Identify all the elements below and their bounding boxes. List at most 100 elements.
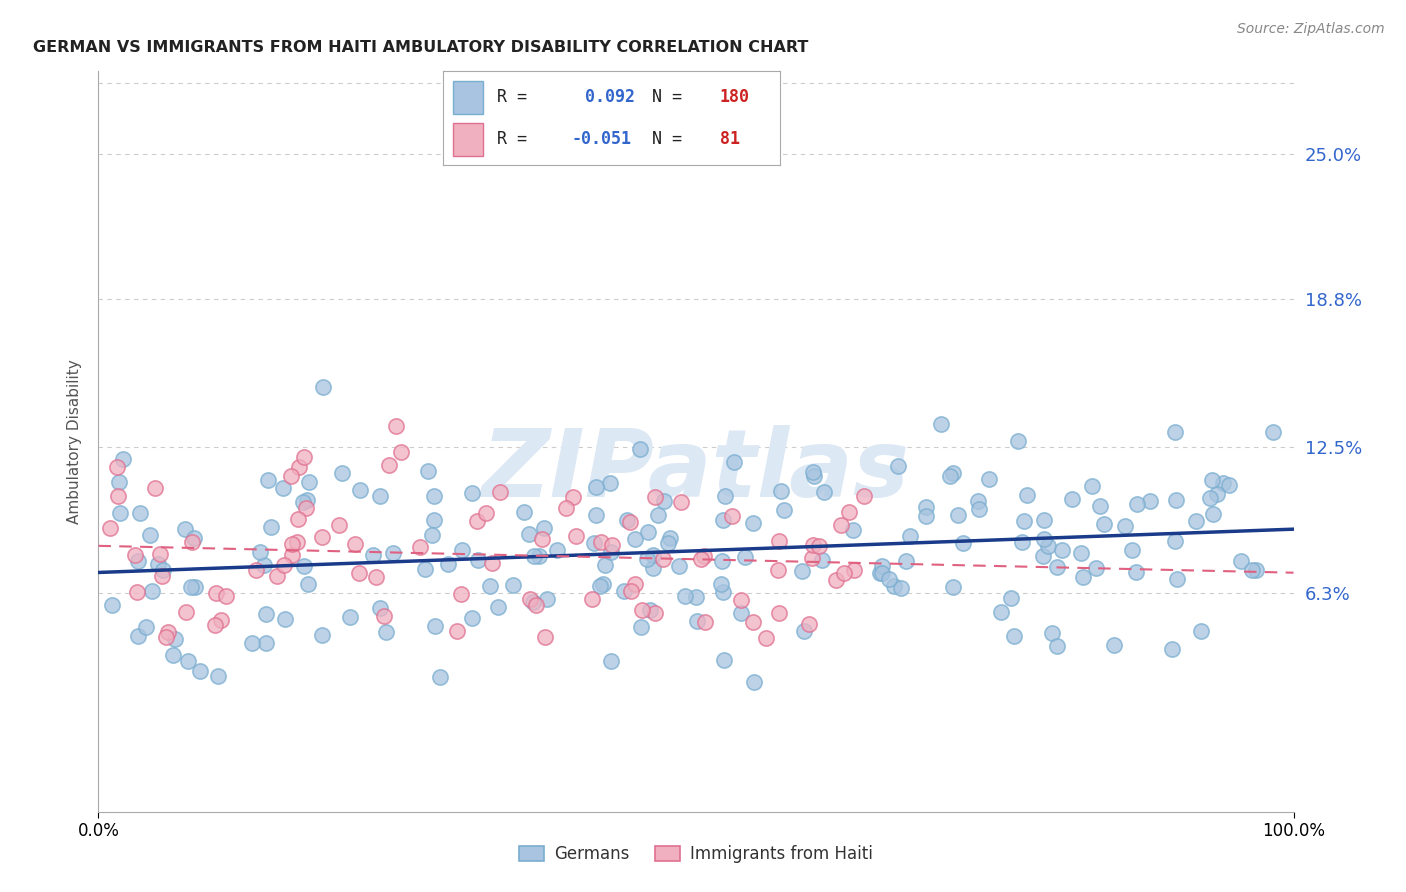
Immigrants from Haiti: [692, 549, 714, 564]
Germans: [870, 558, 893, 573]
Immigrants from Haiti: [631, 603, 654, 617]
Immigrants from Haiti: [107, 489, 129, 503]
Immigrants from Haiti: [755, 631, 778, 645]
Immigrants from Haiti: [852, 489, 875, 503]
Immigrants from Haiti: [366, 569, 388, 583]
Germans: [188, 664, 211, 678]
Immigrants from Haiti: [149, 547, 172, 561]
Immigrants from Haiti: [519, 592, 541, 607]
Germans: [713, 653, 735, 667]
Immigrants from Haiti: [181, 535, 204, 549]
Immigrants from Haiti: [467, 514, 489, 528]
Immigrants from Haiti: [624, 576, 647, 591]
Immigrants from Haiti: [619, 515, 641, 529]
Germans: [1052, 543, 1074, 558]
Text: R =: R =: [496, 88, 527, 106]
Text: Source: ZipAtlas.com: Source: ZipAtlas.com: [1237, 22, 1385, 37]
Immigrants from Haiti: [292, 450, 315, 464]
Immigrants from Haiti: [384, 418, 406, 433]
Germans: [111, 452, 134, 467]
Germans: [423, 489, 446, 503]
Germans: [1040, 625, 1063, 640]
Immigrants from Haiti: [450, 587, 472, 601]
Germans: [297, 577, 319, 591]
Germans: [184, 580, 207, 594]
Germans: [803, 469, 825, 483]
Immigrants from Haiti: [801, 538, 824, 552]
Germans: [240, 636, 263, 650]
Germans: [1011, 534, 1033, 549]
Immigrants from Haiti: [830, 518, 852, 533]
Germans: [599, 476, 621, 491]
Immigrants from Haiti: [157, 625, 180, 640]
Germans: [128, 506, 150, 520]
Immigrants from Haiti: [204, 618, 226, 632]
Immigrants from Haiti: [489, 485, 512, 500]
Immigrants from Haiti: [100, 521, 122, 535]
Immigrants from Haiti: [209, 613, 232, 627]
Germans: [990, 605, 1012, 619]
Immigrants from Haiti: [671, 495, 693, 509]
Germans: [1125, 565, 1147, 579]
Germans: [710, 576, 733, 591]
Germans: [1184, 514, 1206, 528]
Germans: [793, 624, 815, 638]
Immigrants from Haiti: [281, 537, 304, 551]
Germans: [685, 590, 707, 604]
Text: N =: N =: [652, 130, 682, 148]
Germans: [652, 494, 675, 508]
Germans: [152, 563, 174, 577]
Text: N =: N =: [652, 88, 682, 106]
Germans: [883, 579, 905, 593]
Germans: [1070, 546, 1092, 560]
Germans: [890, 582, 912, 596]
Immigrants from Haiti: [832, 566, 855, 581]
Germans: [1212, 475, 1234, 490]
Immigrants from Haiti: [311, 530, 333, 544]
Germans: [298, 475, 321, 489]
Immigrants from Haiti: [273, 558, 295, 572]
Germans: [467, 552, 489, 566]
Germans: [647, 508, 669, 522]
Germans: [1164, 492, 1187, 507]
Germans: [723, 455, 745, 469]
Germans: [939, 468, 962, 483]
Germans: [437, 557, 460, 571]
Immigrants from Haiti: [524, 598, 547, 612]
Germans: [533, 521, 555, 535]
Germans: [183, 531, 205, 545]
Germans: [872, 566, 894, 580]
Germans: [898, 529, 921, 543]
Germans: [374, 624, 396, 639]
Germans: [1164, 534, 1187, 549]
Germans: [593, 558, 616, 572]
Germans: [673, 589, 696, 603]
Germans: [274, 612, 297, 626]
Legend: Germans, Immigrants from Haiti: Germans, Immigrants from Haiti: [513, 838, 879, 870]
Immigrants from Haiti: [844, 563, 866, 577]
Germans: [1092, 517, 1115, 532]
Germans: [1062, 492, 1084, 507]
Immigrants from Haiti: [565, 529, 588, 543]
Germans: [502, 578, 524, 592]
Immigrants from Haiti: [347, 566, 370, 580]
Germans: [513, 505, 536, 519]
Immigrants from Haiti: [644, 606, 666, 620]
Immigrants from Haiti: [766, 563, 789, 577]
Germans: [668, 559, 690, 574]
Germans: [714, 489, 737, 503]
Germans: [772, 503, 794, 517]
Germans: [946, 508, 969, 522]
Germans: [1218, 478, 1240, 492]
Germans: [592, 577, 614, 591]
Text: GERMAN VS IMMIGRANTS FROM HAITI AMBULATORY DISABILITY CORRELATION CHART: GERMAN VS IMMIGRANTS FROM HAITI AMBULATO…: [32, 40, 808, 55]
Immigrants from Haiti: [205, 586, 228, 600]
Immigrants from Haiti: [343, 537, 366, 551]
Germans: [311, 627, 333, 641]
Immigrants from Haiti: [651, 552, 673, 566]
Immigrants from Haiti: [619, 583, 641, 598]
Germans: [420, 527, 443, 541]
Germans: [180, 580, 202, 594]
Germans: [1114, 519, 1136, 533]
Immigrants from Haiti: [644, 490, 666, 504]
